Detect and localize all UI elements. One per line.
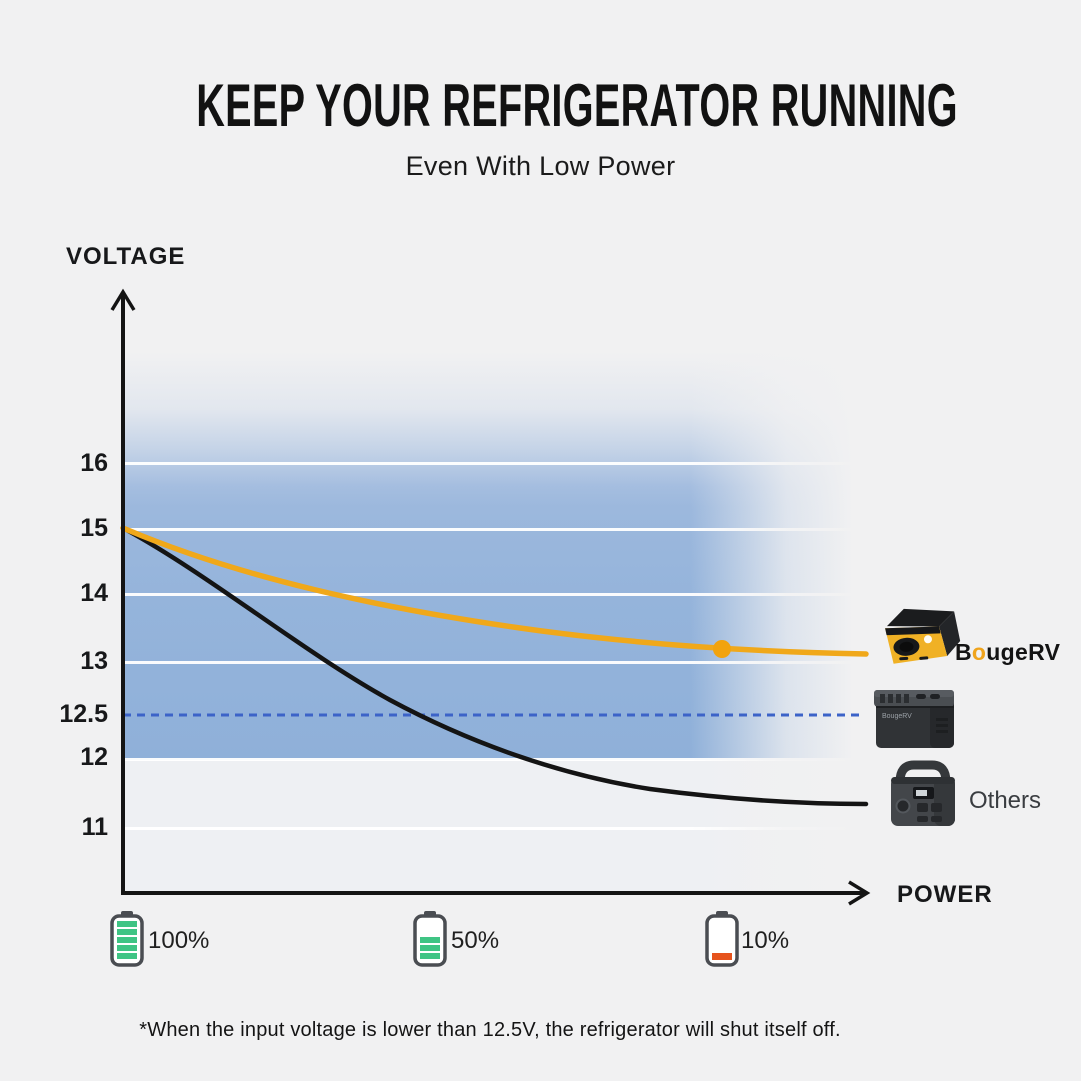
page-title: KEEP YOUR REFRIGERATOR RUNNING [0,74,1081,154]
y-axis-title: VOLTAGE [66,243,186,270]
y-tick-16: 16 [80,449,108,477]
footnote: *When the input voltage is lower than 12… [139,1019,841,1041]
page-subtitle: Even With Low Power [405,151,676,181]
band-right-fade [123,352,860,893]
y-tick-12: 12 [80,743,108,771]
battery-100-icon [110,911,144,967]
others-label: Others [969,787,1042,814]
bougerv-brand-logo: BougeRV [955,637,1060,667]
chart-plot-area [123,352,860,893]
others-power-station-image [891,760,955,826]
y-tick-12-5: 12.5 [59,700,108,728]
battery-50-icon [413,911,447,967]
battery-50-label: 50% [451,927,500,954]
brand-letter-b: B [955,639,972,665]
y-tick-11: 11 [81,813,108,841]
brand-letters-rest: ugeRV [986,639,1061,665]
page-title-text: KEEP YOUR REFRIGERATOR RUNNING [196,72,958,139]
svg-text:BougeRV: BougeRV [882,713,912,720]
bougerv-refrigerator-image: BougeRV [874,690,954,748]
y-tick-14: 14 [80,579,108,607]
bougerv-power-device-image [885,608,961,664]
y-tick-15: 15 [80,514,108,542]
battery-10-icon [705,911,739,967]
y-axis-arrowhead [110,288,136,311]
brand-letter-o-orange: o [971,639,987,665]
battery-100-label: 100% [148,927,210,954]
battery-10-label: 10% [741,927,790,954]
y-tick-13: 13 [80,647,108,675]
x-axis-title: POWER [897,881,993,908]
